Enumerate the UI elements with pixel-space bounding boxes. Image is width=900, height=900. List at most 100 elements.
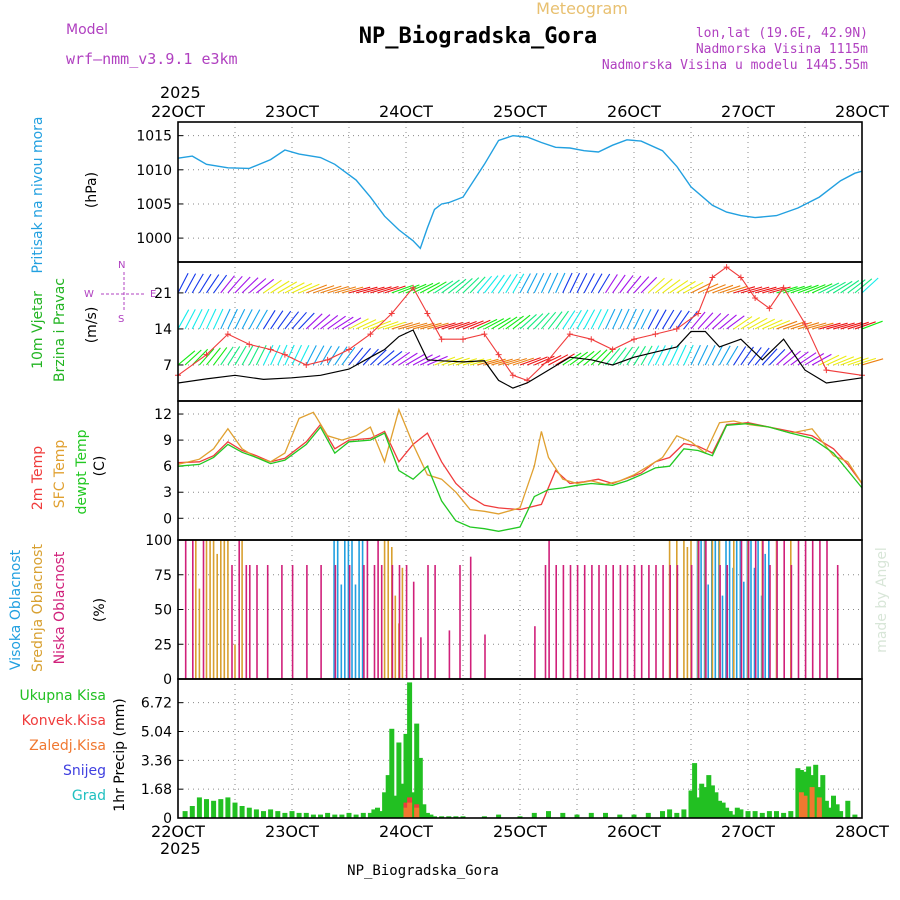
wind-barb — [191, 348, 209, 366]
wind-barb — [562, 352, 582, 366]
total-precip-bar — [261, 811, 266, 818]
gust-marker — [410, 284, 417, 291]
wind-barb — [327, 315, 346, 330]
wind-barb — [826, 355, 847, 366]
total-precip-bar — [410, 792, 416, 818]
wind-barb — [776, 286, 798, 294]
mid-cloud-ylabel: Srednja Oblacnost — [30, 544, 46, 672]
wind-barb — [776, 320, 798, 330]
total-precip-bar — [546, 811, 551, 818]
total-precip-bar — [631, 814, 637, 818]
wind-barb — [669, 280, 689, 294]
wind-barb — [241, 345, 254, 366]
wind-barb — [612, 347, 627, 366]
wind-barb — [263, 279, 282, 294]
wind-barb — [512, 314, 531, 330]
gust-marker — [246, 341, 253, 348]
wind-barb — [612, 308, 623, 330]
y-tick-label: 6.72 — [141, 696, 172, 712]
wind-barb — [391, 284, 413, 294]
y-tick-label: 1015 — [136, 129, 172, 145]
wind-barb — [519, 273, 531, 294]
wind-barb — [526, 313, 544, 330]
wind-barb — [377, 285, 399, 294]
wind-barb — [220, 275, 235, 294]
wind-barb — [313, 285, 335, 294]
total-precip-bar — [645, 812, 651, 818]
wind-barb — [284, 344, 295, 366]
wind-barb — [427, 281, 447, 294]
wind-barb — [840, 356, 862, 366]
wind-barb — [833, 356, 855, 366]
wind-barb — [583, 350, 602, 366]
wind-barb — [198, 273, 212, 294]
wind-barb — [263, 344, 274, 366]
station-title: NP_Biogradska_Gora — [359, 24, 597, 49]
wind-barb — [284, 311, 300, 330]
wind-barb — [562, 310, 576, 330]
wind-barb — [819, 354, 840, 366]
wind-barb — [719, 314, 737, 330]
sfctemp-ylabel: SFC Temp — [52, 440, 68, 509]
total-precip-bar — [681, 809, 687, 818]
wind-barb — [462, 320, 484, 330]
wind-barb — [804, 322, 827, 330]
wind-barb — [234, 345, 247, 366]
wind-barb — [633, 308, 645, 330]
wind-barb — [540, 311, 557, 330]
wind-barb — [305, 313, 323, 330]
wind-barb — [483, 275, 499, 294]
total-precip-bar — [574, 814, 580, 818]
y-tick-label: 50 — [154, 603, 172, 619]
wind-barb — [476, 275, 493, 294]
total-precip-bar — [713, 792, 719, 818]
gust-marker — [588, 336, 595, 343]
wind-barb — [555, 310, 569, 330]
wind-barb — [540, 272, 552, 294]
total-precip-bar — [560, 812, 566, 818]
bottom-date-axis: 22OCT 23OCT 24OCT 25OCT 26OCT 27OCT 28OCT — [151, 822, 889, 841]
wind-barb — [391, 351, 411, 366]
wind-barb — [213, 274, 228, 294]
credit-label: made by Angel — [874, 547, 890, 653]
y-tick-label: 1010 — [136, 163, 172, 179]
top-date-label: 28OCT — [835, 102, 889, 121]
wind-barb — [683, 281, 704, 294]
gust-marker — [545, 356, 552, 363]
gust-marker — [823, 367, 830, 374]
wind-barb — [676, 310, 690, 330]
top-date-axis: 22OCT 23OCT 24OCT 25OCT 26OCT 27OCT 28OCT — [151, 102, 889, 121]
total-precip-bar — [720, 802, 726, 818]
wind-barb — [398, 284, 420, 294]
total-precip-bar — [421, 804, 427, 818]
gust-marker — [303, 361, 310, 368]
wind-barb — [398, 322, 421, 330]
wind-barb — [448, 278, 467, 294]
wind-barb — [341, 317, 362, 330]
total-precip-bar — [717, 800, 722, 818]
gust-marker — [367, 331, 374, 338]
wind-barb — [576, 309, 589, 330]
gust-marker — [609, 346, 616, 353]
gust-marker — [802, 320, 808, 327]
total-precip-bar — [189, 806, 195, 818]
wind-barb — [177, 273, 189, 294]
y-tick-label: 3.36 — [141, 753, 172, 769]
gust-marker — [346, 346, 352, 353]
gust-marker — [424, 310, 431, 317]
total-precip-bar — [745, 811, 751, 818]
wind-barb-band — [177, 272, 879, 294]
wind-barb — [277, 310, 292, 330]
gust-marker — [509, 372, 516, 379]
wind-barb — [405, 322, 428, 330]
total-precip-bar — [845, 800, 851, 818]
legend-conv-precip: Konvek.Kisa — [22, 713, 106, 729]
wind-barb — [184, 309, 196, 330]
total-precip-bar — [310, 814, 316, 818]
y-tick-label: 5.04 — [141, 725, 172, 741]
total-precip-bar — [360, 812, 366, 818]
wind-barb — [669, 310, 682, 330]
wind-barb — [341, 286, 364, 294]
total-precip-bar — [385, 775, 391, 818]
